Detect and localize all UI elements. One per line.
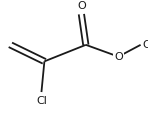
Text: O: O bbox=[114, 52, 123, 62]
Text: Cl: Cl bbox=[36, 96, 47, 106]
Text: O: O bbox=[77, 1, 86, 11]
Text: CH₃: CH₃ bbox=[142, 40, 148, 50]
